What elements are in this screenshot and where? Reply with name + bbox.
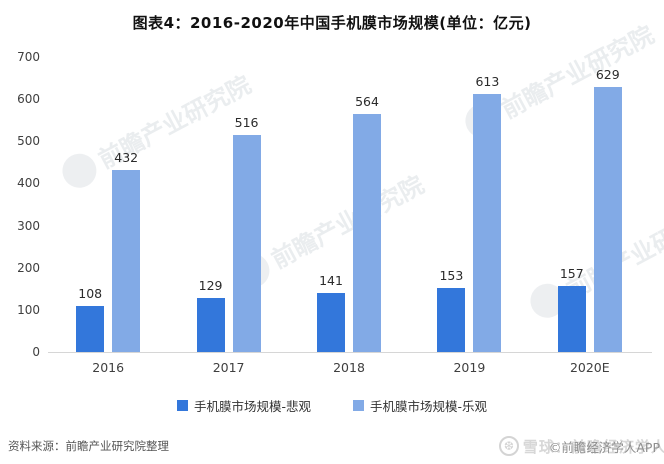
bar-value-label: 432 — [114, 149, 139, 165]
brand-watermark-dark-text: ©前瞻经济学人APP — [548, 439, 660, 455]
source-text: 资料来源：前瞻产业研究院整理 — [8, 439, 169, 453]
bar-value-label: 516 — [234, 114, 259, 130]
bar-pessimistic-2017 — [196, 297, 225, 352]
y-axis-tick-label: 600 — [17, 92, 40, 107]
chart-legend: 手机膜市场规模-悲观 手机膜市场规模-乐观 — [0, 396, 664, 415]
y-axis-tick-label: 200 — [17, 260, 40, 275]
x-axis-tick-label: 2018 — [333, 360, 365, 375]
y-axis-tick-label: 700 — [17, 50, 40, 64]
bar-value-label: 129 — [198, 277, 223, 293]
bar-value-label: 564 — [355, 94, 379, 110]
bar-optimistic-2017 — [232, 134, 261, 352]
bar-optimistic-2020E — [593, 86, 622, 352]
snowball-logo-icon: ❆ — [498, 436, 519, 456]
bar-value-label: 141 — [319, 272, 343, 288]
bar-pessimistic-2018 — [317, 292, 345, 352]
bar-value-label: 613 — [475, 73, 500, 89]
x-axis-tick-label: 2017 — [212, 360, 245, 375]
x-axis-tick-label: 2019 — [453, 360, 486, 375]
chart-footer: 资料来源：前瞻产业研究院整理 ❆ 雪球：前瞻经济学人 ©前瞻经济学人APP — [8, 434, 664, 458]
bar-value-label: 157 — [559, 265, 584, 281]
y-axis-tick-label: 400 — [17, 176, 40, 191]
legend-swatch-icon — [353, 400, 364, 411]
y-axis-tick-label: 0 — [32, 345, 40, 359]
y-axis-tick-label: 300 — [17, 218, 40, 233]
y-axis-tick-label: 500 — [17, 134, 40, 149]
watermark-text: 前瞻产业研究院 — [267, 170, 429, 275]
brand-watermark-light-text: 雪球：前瞻经济学人 — [522, 437, 664, 456]
bar-value-label: 108 — [78, 286, 103, 302]
y-axis-tick-label: 100 — [17, 302, 40, 317]
x-axis-tick-label: 2020E — [569, 360, 610, 375]
brand-watermark: ❆ 雪球：前瞻经济学人 ©前瞻经济学人APP — [498, 436, 664, 457]
bar-optimistic-2016 — [112, 169, 141, 352]
bar-optimistic-2018 — [353, 114, 381, 352]
x-axis-line — [48, 352, 652, 353]
bar-pessimistic-2020E — [557, 285, 586, 352]
x-axis-tick-label: 2016 — [92, 360, 125, 375]
bar-optimistic-2019 — [473, 93, 502, 352]
chart-title: 图表4：2016-2020年中国手机膜市场规模(单位：亿元) — [132, 14, 532, 32]
legend-item-pessimistic: 手机膜市场规模-悲观 — [176, 396, 311, 415]
legend-swatch-icon — [176, 400, 188, 411]
legend-label: 手机膜市场规模-悲观 — [193, 399, 311, 414]
bar-pessimistic-2019 — [437, 287, 466, 352]
legend-item-optimistic: 手机膜市场规模-乐观 — [353, 396, 487, 415]
bar-value-label: 153 — [439, 267, 464, 283]
bar-value-label: 629 — [595, 66, 620, 82]
plot-area: 前瞻产业研究院 前瞻产业研究院 前瞻产业研究院 前瞻产业研究院 01002003… — [0, 21, 664, 382]
bar-pessimistic-2016 — [76, 306, 105, 352]
legend-label: 手机膜市场规模-乐观 — [370, 399, 488, 414]
